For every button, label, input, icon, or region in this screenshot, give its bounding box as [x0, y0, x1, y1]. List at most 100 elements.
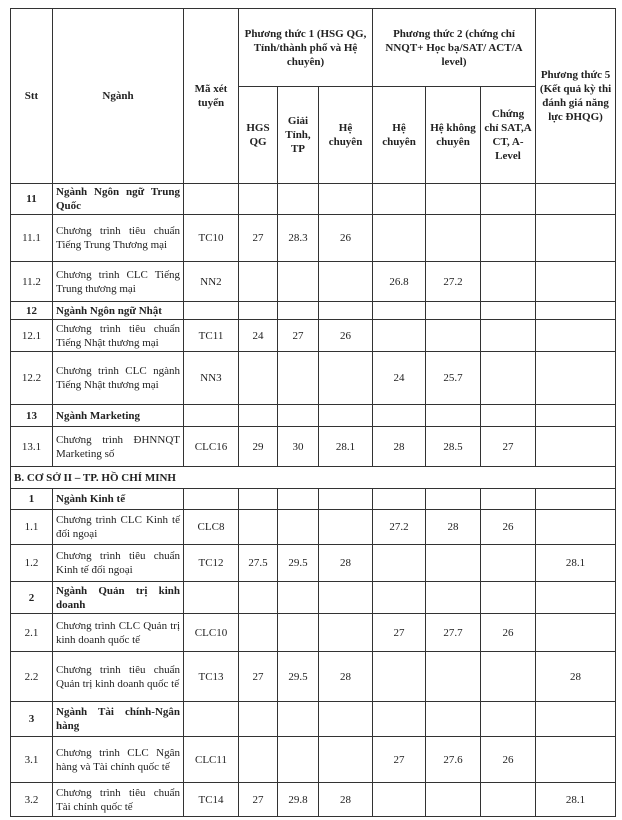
score-cell [535, 319, 617, 352]
score-cell [425, 782, 481, 817]
stt-cell: 11 [10, 183, 53, 215]
code-cell: TC12 [183, 544, 239, 582]
score-cell [479, 261, 537, 302]
empty-cell [183, 404, 239, 427]
empty-cell [372, 301, 426, 320]
stt-cell: 1.2 [10, 544, 53, 582]
score-cell: 29.8 [277, 782, 319, 817]
score-cell [277, 261, 319, 302]
score-cell: 27 [238, 782, 278, 817]
score-cell [425, 214, 481, 262]
empty-cell [277, 488, 319, 510]
empty-cell [183, 488, 239, 510]
stt-cell: 1 [10, 488, 53, 510]
score-cell [238, 613, 278, 652]
score-cell: 28.1 [535, 544, 617, 582]
empty-cell [318, 488, 373, 510]
score-cell: 28.1 [535, 782, 617, 817]
score-cell [535, 351, 617, 405]
stt-cell: 11.2 [10, 261, 53, 302]
stt-cell: 3 [10, 701, 53, 737]
score-cell [238, 261, 278, 302]
score-cell: 30 [277, 426, 319, 467]
score-cell: 28 [318, 782, 373, 817]
name-cell: Ngành Quản trị kinh doanh [52, 581, 184, 614]
score-cell: 29 [238, 426, 278, 467]
table-row: 12 Ngành Ngôn ngữ Nhật [10, 301, 617, 320]
stt-cell: 13 [10, 404, 53, 427]
table-row: 1.1 Chương trình CLC Kinh tế đối ngoại CLC… [10, 509, 617, 545]
code-cell: CLC11 [183, 736, 239, 783]
empty-cell [372, 404, 426, 427]
section-title: B. CƠ SỞ II – TP. HỒ CHÍ MINH [9, 466, 617, 489]
name-cell: Ngành Ngôn ngữ Nhật [52, 301, 184, 320]
score-cell [318, 509, 373, 545]
score-cell: 26 [479, 613, 537, 652]
score-cell [479, 651, 537, 702]
table-row: 2.1 Chương trình CLC Quản trị kinh doanh … [10, 613, 617, 652]
name-cell: Chương trình CLC Ngân hàng và Tài chính … [52, 736, 184, 783]
score-cell: 27.2 [372, 509, 426, 545]
score-cell: 29.5 [277, 651, 319, 702]
score-cell: 28.3 [277, 214, 319, 262]
name-cell: Ngành Marketing [52, 404, 184, 427]
score-cell: 27 [372, 613, 426, 652]
header-name: Ngành [52, 8, 184, 184]
score-cell [318, 736, 373, 783]
name-cell: Chương trình tiêu chuẩn Kinh tế đối ngoạ… [52, 544, 184, 582]
score-cell [479, 544, 537, 582]
empty-cell [425, 301, 481, 320]
empty-cell [372, 581, 426, 614]
score-cell: 27.2 [425, 261, 481, 302]
table-row: 11 Ngành Ngôn ngữ Trung Quốc [10, 183, 617, 215]
score-cell: 26 [479, 736, 537, 783]
empty-cell [238, 701, 278, 737]
name-cell: Ngành Ngôn ngữ Trung Quốc [52, 183, 184, 215]
header-code: Mã xét tuyển [183, 8, 239, 184]
table-row: 11.2 Chương trình CLC Tiếng Trung thương … [10, 261, 617, 302]
score-cell [372, 214, 426, 262]
empty-cell [238, 581, 278, 614]
score-cell [479, 351, 537, 405]
empty-cell [318, 183, 373, 215]
empty-cell [238, 301, 278, 320]
score-cell: 26.8 [372, 261, 426, 302]
code-cell: TC10 [183, 214, 239, 262]
score-cell [479, 782, 537, 817]
code-cell: TC11 [183, 319, 239, 352]
name-cell: Chương trình tiêu chuẩn Tiếng Trung Thươ… [52, 214, 184, 262]
empty-cell [183, 581, 239, 614]
header-sub: Hệ chuyên [318, 86, 373, 184]
stt-cell: 13.1 [10, 426, 53, 467]
table-row: 12.2 Chương trình CLC ngành Tiếng Nhật th… [10, 351, 617, 405]
code-cell: NN3 [183, 351, 239, 405]
name-cell: Chương trình CLC ngành Tiếng Nhật thương… [52, 351, 184, 405]
table-row: 13.1 Chương trình ĐHNNQT Marketing số CLC1… [10, 426, 617, 467]
score-cell: 24 [238, 319, 278, 352]
code-cell: CLC16 [183, 426, 239, 467]
score-cell [372, 319, 426, 352]
table-row: 11.1 Chương trình tiêu chuẩn Tiếng Trung … [10, 214, 617, 262]
score-cell [535, 426, 617, 467]
table-row: 2.2 Chương trình tiêu chuẩn Quản trị kinh… [10, 651, 617, 702]
code-cell: NN2 [183, 261, 239, 302]
stt-cell: 3.2 [10, 782, 53, 817]
empty-cell [425, 488, 481, 510]
score-cell: 26 [318, 214, 373, 262]
score-cell: 27 [372, 736, 426, 783]
table-row: 12.1 Chương trình tiêu chuẩn Tiếng Nhật t… [10, 319, 617, 352]
score-cell: 28 [318, 651, 373, 702]
header-sub: Giải Tỉnh, TP [277, 86, 319, 184]
empty-cell [535, 301, 617, 320]
stt-cell: 1.1 [10, 509, 53, 545]
score-cell: 28.5 [425, 426, 481, 467]
score-cell: 29.5 [277, 544, 319, 582]
stt-cell: 2 [10, 581, 53, 614]
score-cell [535, 509, 617, 545]
empty-cell [479, 404, 537, 427]
score-cell: 27.5 [238, 544, 278, 582]
table-row: 1 Ngành Kinh tế [10, 488, 617, 510]
empty-cell [479, 301, 537, 320]
name-cell: Ngành Kinh tế [52, 488, 184, 510]
